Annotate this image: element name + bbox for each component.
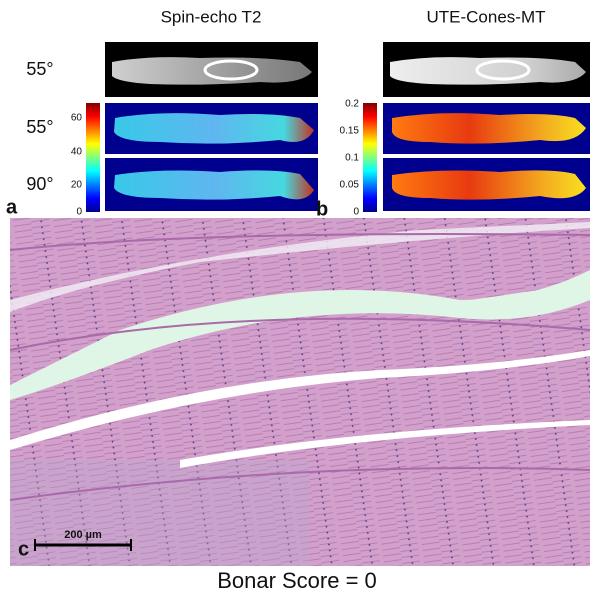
panel-label: b (316, 198, 328, 220)
colorbar-tick: 0.15 (340, 126, 360, 137)
colorbar-tick: 0 (76, 207, 82, 218)
mri-image (383, 42, 590, 97)
panel-label: a (6, 196, 18, 218)
figure: Spin-echo T2 UTE-Cones-MT 55° 55° 90° 60… (0, 0, 595, 595)
colorbar-tick: 0 (353, 207, 359, 218)
mt-map (383, 103, 590, 211)
row-label: 55° (26, 117, 53, 137)
colorbar-tick: 40 (71, 147, 83, 158)
caption: Bonar Score = 0 (217, 568, 377, 593)
histology-image (10, 218, 590, 566)
right-title: UTE-Cones-MT (426, 7, 545, 26)
mri-image (105, 42, 318, 97)
colorbar-tick: 0.1 (345, 153, 359, 164)
colorbar-tick: 20 (71, 180, 83, 191)
colorbar (363, 103, 377, 212)
colorbar-tick: 0.2 (345, 99, 359, 110)
left-title: Spin-echo T2 (161, 7, 262, 26)
colorbar-tick: 60 (71, 113, 83, 124)
t2-map (105, 103, 318, 211)
scale-bar-label: 200 µm (64, 529, 102, 541)
colorbar-tick: 0.05 (340, 180, 360, 191)
row-label: 55° (26, 59, 53, 79)
panel-label: c (18, 538, 29, 560)
row-label: 90° (26, 174, 53, 194)
colorbar (86, 103, 100, 212)
